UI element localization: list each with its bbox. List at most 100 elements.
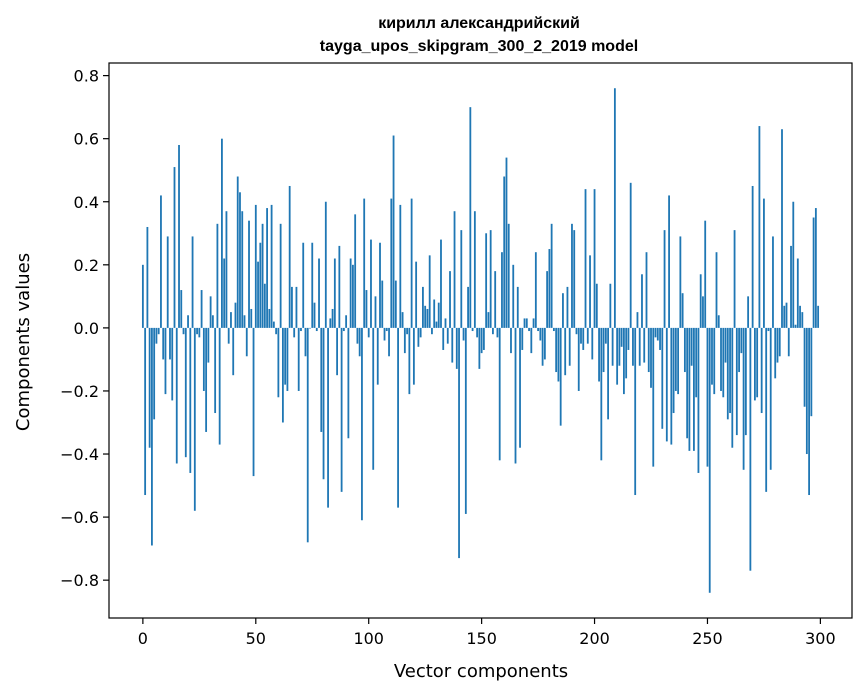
bar-128 <box>431 327 433 335</box>
bar-50 <box>254 204 257 328</box>
bar-271 <box>753 327 756 401</box>
bar-290 <box>796 258 799 328</box>
bar-152 <box>485 233 488 328</box>
x-tick-label: 50 <box>246 629 266 648</box>
bar-8 <box>160 195 162 328</box>
bar-27 <box>202 327 205 391</box>
bar-121 <box>415 261 418 328</box>
bar-56 <box>268 308 271 328</box>
bar-14 <box>173 167 176 328</box>
bar-278 <box>769 327 772 470</box>
bar-130 <box>435 321 438 328</box>
bar-194 <box>580 327 582 344</box>
bar-241 <box>686 327 689 439</box>
bar-97 <box>361 327 363 521</box>
bar-47 <box>248 220 250 328</box>
y-axis-label: Components values <box>13 253 34 431</box>
bar-105 <box>379 242 381 328</box>
bar-123 <box>419 327 422 338</box>
bar-176 <box>539 327 542 341</box>
bar-55 <box>266 208 268 328</box>
bar-259 <box>726 327 729 420</box>
bar-265 <box>740 327 743 354</box>
y-tick-label: 0.4 <box>74 193 99 212</box>
x-tick-label: 250 <box>692 629 723 648</box>
y-tick-label: 0.6 <box>74 130 99 149</box>
bar-183 <box>555 327 558 373</box>
bar-166 <box>516 286 519 328</box>
bar-114 <box>399 204 402 328</box>
bar-294 <box>805 327 808 455</box>
bar-45 <box>243 315 246 328</box>
bar-169 <box>523 318 526 328</box>
y-tick-label: 0.8 <box>74 67 99 86</box>
bar-273 <box>758 126 761 328</box>
bar-46 <box>245 327 248 357</box>
bar-247 <box>699 274 702 328</box>
bar-243 <box>690 327 693 366</box>
bar-150 <box>480 327 483 354</box>
bar-87 <box>338 245 341 328</box>
bar-283 <box>781 129 783 328</box>
x-tick-label: 0 <box>138 629 148 648</box>
bar-52 <box>259 242 262 328</box>
bar-193 <box>577 327 580 391</box>
bar-216 <box>629 182 632 328</box>
bar-268 <box>747 296 750 328</box>
bar-240 <box>683 327 686 373</box>
bar-165 <box>514 327 517 464</box>
bar-88 <box>340 327 343 492</box>
bar-242 <box>688 327 691 451</box>
bar-7 <box>157 327 160 335</box>
bar-77 <box>315 327 318 332</box>
bar-79 <box>320 327 323 432</box>
bar-137 <box>451 327 454 363</box>
bar-192 <box>575 327 578 335</box>
bar-100 <box>367 327 370 338</box>
bar-182 <box>552 327 555 332</box>
bar-91 <box>347 327 350 439</box>
bar-142 <box>462 327 465 341</box>
bar-263 <box>735 327 738 436</box>
bar-59 <box>275 327 278 335</box>
bar-195 <box>582 327 585 350</box>
bar-112 <box>394 280 397 328</box>
y-tick-label: −0.2 <box>60 382 99 401</box>
bar-138 <box>453 211 456 328</box>
bar-221 <box>641 274 643 328</box>
y-axis-ticks: −0.8 −0.6 −0.4 −0.2 0.0 0.2 0.4 0.6 0.8 <box>60 67 109 590</box>
bar-254 <box>715 252 718 328</box>
bar-116 <box>403 327 406 354</box>
bar-197 <box>586 327 589 344</box>
bar-276 <box>765 327 768 492</box>
bar-74 <box>309 327 311 329</box>
bar-171 <box>528 327 530 332</box>
bar-102 <box>372 327 375 470</box>
bar-22 <box>191 236 194 328</box>
bar-132 <box>440 239 442 328</box>
bar-199 <box>591 327 594 360</box>
bar-80 <box>322 327 325 480</box>
bar-110 <box>390 198 393 328</box>
bar-218 <box>634 327 637 496</box>
bar-84 <box>331 308 334 328</box>
bar-34 <box>218 327 221 445</box>
bar-82 <box>327 327 329 508</box>
bar-93 <box>352 264 354 328</box>
bar-204 <box>602 327 605 373</box>
bar-200 <box>593 189 596 328</box>
bar-2 <box>146 226 149 328</box>
bar-202 <box>598 327 600 382</box>
bar-69 <box>297 327 300 391</box>
bar-179 <box>546 271 549 328</box>
bar-255 <box>717 315 720 328</box>
x-tick-label: 300 <box>805 629 836 648</box>
bar-139 <box>455 327 458 369</box>
bar-233 <box>668 195 670 328</box>
bar-206 <box>607 327 609 420</box>
bar-214 <box>625 327 628 379</box>
bar-65 <box>288 185 291 328</box>
bar-43 <box>239 192 241 328</box>
bar-220 <box>638 327 641 366</box>
